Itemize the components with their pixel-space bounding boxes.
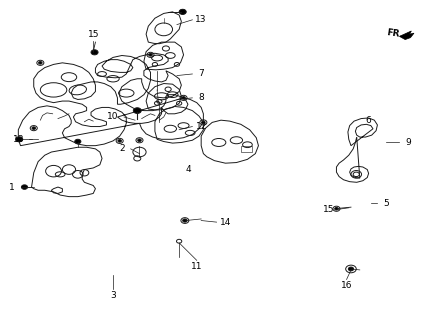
Circle shape <box>38 61 42 64</box>
Text: 9: 9 <box>405 138 411 147</box>
Text: 2: 2 <box>119 144 125 153</box>
Circle shape <box>91 50 98 55</box>
Text: 3: 3 <box>110 291 116 300</box>
Text: 10: 10 <box>107 113 119 122</box>
Text: 1: 1 <box>9 183 15 192</box>
Circle shape <box>179 10 186 14</box>
Circle shape <box>133 108 141 114</box>
Text: 4: 4 <box>185 165 191 174</box>
Text: 13: 13 <box>195 15 207 24</box>
Text: 11: 11 <box>191 262 202 271</box>
Circle shape <box>138 139 141 141</box>
Circle shape <box>202 121 205 124</box>
Circle shape <box>348 267 354 271</box>
Circle shape <box>149 53 152 56</box>
Circle shape <box>179 9 186 14</box>
Text: 15: 15 <box>88 30 99 39</box>
Circle shape <box>32 127 35 129</box>
Polygon shape <box>400 31 414 40</box>
Text: 8: 8 <box>198 93 204 102</box>
Circle shape <box>118 140 122 142</box>
Text: 7: 7 <box>198 69 204 78</box>
Text: 13: 13 <box>12 135 24 144</box>
Circle shape <box>335 207 338 210</box>
Text: 5: 5 <box>383 198 389 207</box>
Text: FR.: FR. <box>386 28 404 40</box>
Circle shape <box>15 137 23 142</box>
Circle shape <box>21 185 27 189</box>
Text: 16: 16 <box>341 281 352 290</box>
Circle shape <box>182 97 185 99</box>
Bar <box>241 146 252 152</box>
Circle shape <box>75 139 81 144</box>
Text: 6: 6 <box>366 116 371 125</box>
Text: 12: 12 <box>195 122 207 131</box>
Circle shape <box>183 219 187 222</box>
Text: 15: 15 <box>323 205 335 214</box>
Text: 14: 14 <box>220 218 231 227</box>
